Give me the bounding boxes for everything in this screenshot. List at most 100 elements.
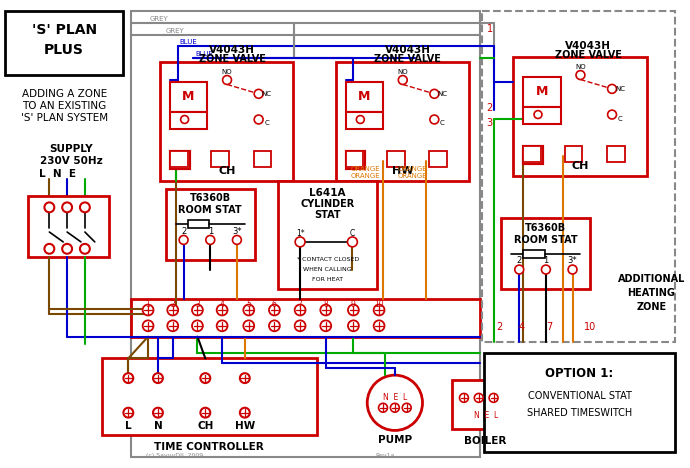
Circle shape [244, 321, 254, 331]
Bar [523, 146, 541, 162]
Text: SHARED TIMESWITCH: SHARED TIMESWITCH [527, 408, 632, 417]
Bar [484, 353, 676, 452]
Bar [346, 151, 365, 169]
Text: GREY: GREY [150, 16, 169, 22]
Text: NC: NC [262, 91, 272, 97]
Text: PUMP: PUMP [378, 435, 412, 446]
Circle shape [254, 115, 263, 124]
Text: 2: 2 [181, 227, 186, 235]
Circle shape [206, 235, 215, 244]
Text: ADDITIONAL: ADDITIONAL [618, 274, 685, 285]
Text: T6360B: T6360B [190, 193, 231, 204]
Circle shape [367, 375, 422, 431]
Text: ROOM STAT: ROOM STAT [514, 235, 578, 245]
Text: PLUS: PLUS [44, 44, 84, 58]
Circle shape [167, 305, 178, 315]
Circle shape [269, 321, 280, 331]
Text: ADDING A ZONE: ADDING A ZONE [21, 89, 107, 99]
Bar [335, 62, 469, 181]
Text: HW: HW [235, 421, 255, 431]
Text: 2: 2 [486, 102, 493, 113]
Text: T6360B: T6360B [525, 223, 566, 233]
Bar [429, 151, 447, 167]
Circle shape [80, 203, 90, 212]
Text: ORANGE: ORANGE [398, 166, 427, 172]
Text: GREY: GREY [166, 28, 185, 34]
Text: TO AN EXISTING: TO AN EXISTING [22, 101, 106, 110]
Circle shape [124, 373, 133, 383]
Bar [346, 151, 363, 167]
Circle shape [348, 321, 359, 331]
Text: ZONE VALVE: ZONE VALVE [374, 54, 441, 64]
Text: 2: 2 [170, 300, 175, 308]
Text: M: M [182, 90, 195, 103]
Bar [254, 151, 271, 167]
Text: L: L [125, 421, 132, 431]
Bar [346, 151, 365, 169]
Text: 1: 1 [208, 227, 213, 235]
Circle shape [398, 75, 407, 84]
Bar [170, 151, 190, 169]
Text: TIME CONTROLLER: TIME CONTROLLER [155, 442, 264, 452]
Text: 7: 7 [546, 322, 552, 332]
Text: BOILER: BOILER [464, 436, 507, 446]
Text: FOR HEAT: FOR HEAT [312, 277, 344, 282]
Text: C: C [264, 120, 269, 126]
Text: SUPPLY: SUPPLY [49, 144, 93, 154]
Text: 1: 1 [146, 300, 150, 308]
Bar [131, 11, 480, 457]
Circle shape [240, 373, 250, 383]
Bar [346, 82, 383, 111]
Text: C: C [440, 120, 444, 126]
Text: NO: NO [397, 69, 408, 75]
Bar [170, 151, 190, 169]
Bar [160, 62, 293, 181]
Circle shape [320, 305, 331, 315]
Bar [188, 220, 209, 228]
Text: ROOM STAT: ROOM STAT [179, 205, 242, 215]
Text: * CONTACT CLOSED: * CONTACT CLOSED [297, 257, 359, 262]
Text: 3: 3 [195, 300, 200, 308]
Circle shape [181, 116, 188, 124]
Text: (c) SavvyDIL 2009: (c) SavvyDIL 2009 [146, 453, 204, 458]
Bar [452, 380, 520, 430]
Circle shape [192, 321, 203, 331]
Bar [101, 358, 317, 435]
Circle shape [295, 321, 306, 331]
Circle shape [430, 89, 439, 98]
Text: CH: CH [572, 161, 589, 171]
Circle shape [124, 408, 133, 417]
Text: V4043H: V4043H [209, 45, 255, 55]
Bar [5, 11, 124, 75]
Circle shape [244, 305, 254, 315]
Circle shape [167, 321, 178, 331]
Circle shape [217, 305, 228, 315]
Text: N  E  L: N E L [383, 394, 407, 402]
Bar [170, 111, 207, 129]
Bar [523, 146, 543, 164]
Text: ORANGE: ORANGE [398, 173, 427, 179]
Text: 3: 3 [486, 118, 493, 128]
Circle shape [402, 403, 411, 412]
Text: 10: 10 [584, 322, 596, 332]
Circle shape [254, 89, 263, 98]
Circle shape [430, 115, 439, 124]
Text: ZONE VALVE: ZONE VALVE [199, 54, 266, 64]
Text: 9: 9 [351, 300, 356, 308]
Text: 10: 10 [374, 300, 384, 308]
Text: 3*: 3* [232, 227, 241, 235]
Text: 2: 2 [496, 322, 502, 332]
Circle shape [348, 237, 357, 247]
Circle shape [223, 75, 231, 84]
Text: L  N  E: L N E [39, 169, 76, 179]
Circle shape [374, 321, 384, 331]
Text: M: M [358, 90, 371, 103]
Circle shape [143, 305, 153, 315]
Circle shape [179, 235, 188, 244]
Text: OPTION 1:: OPTION 1: [545, 367, 613, 380]
Text: 3*: 3* [568, 256, 578, 265]
Text: NO: NO [221, 69, 233, 75]
Text: WHEN CALLING: WHEN CALLING [304, 267, 352, 272]
Text: 'S' PLAN: 'S' PLAN [32, 22, 97, 37]
Text: L641A: L641A [310, 188, 346, 197]
